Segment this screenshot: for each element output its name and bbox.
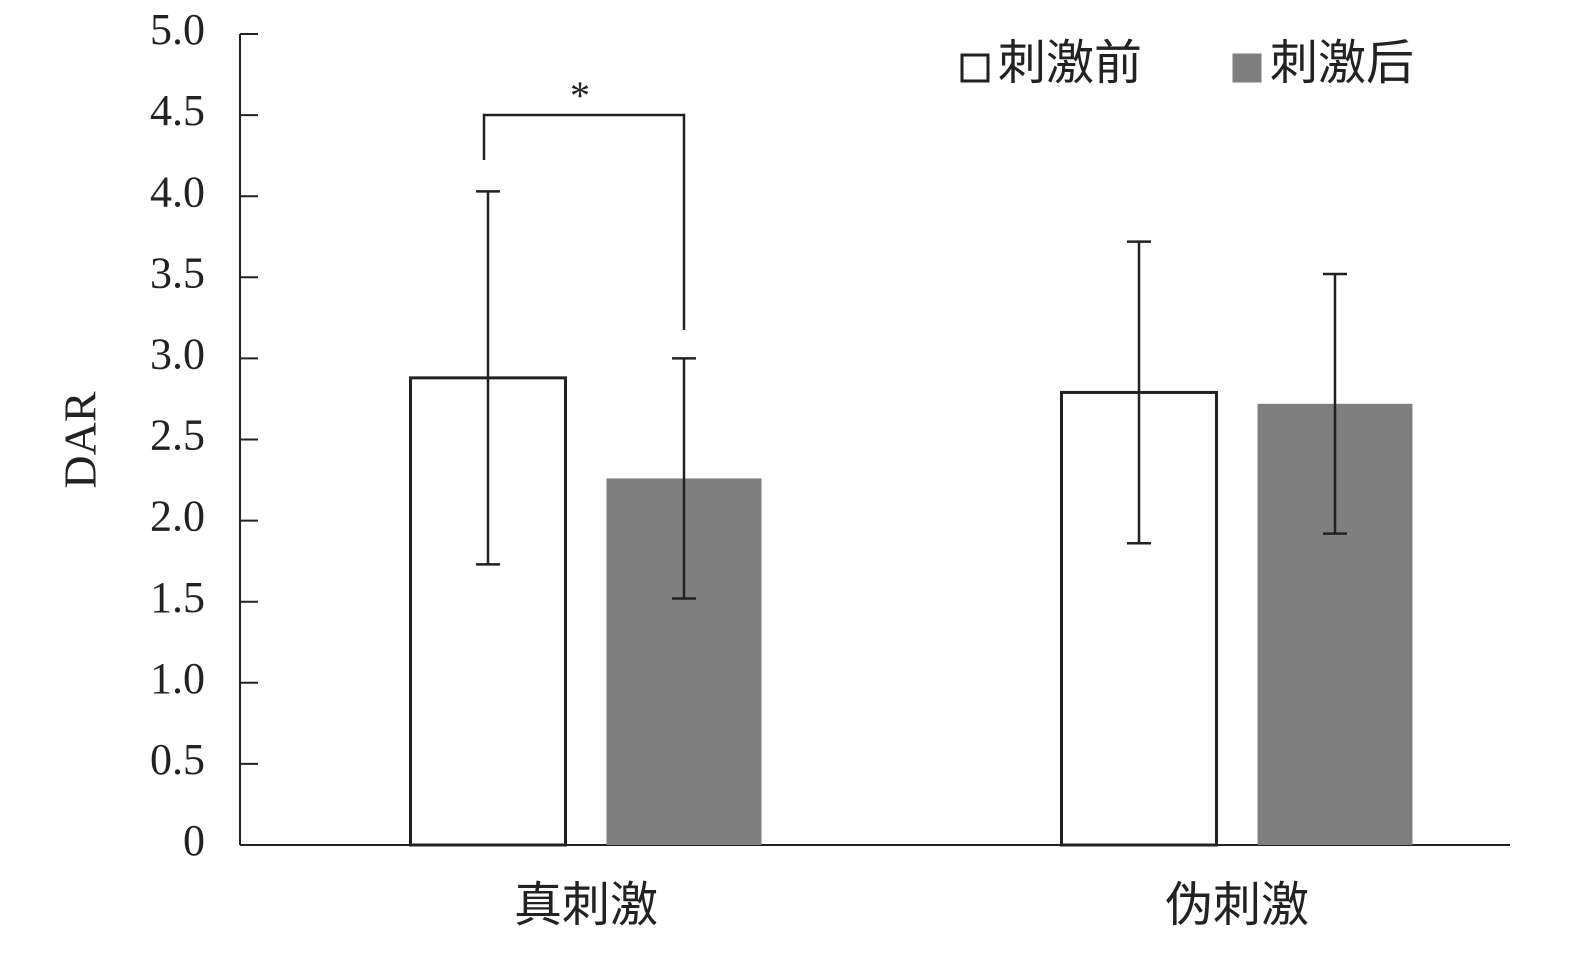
- y-tick-label: 4.5: [150, 86, 205, 135]
- y-tick-label: 3.0: [150, 329, 205, 378]
- significance-bracket: [482, 113, 686, 330]
- y-tick-label: 1.5: [150, 573, 205, 622]
- y-tick-label: 5.0: [150, 5, 205, 54]
- y-axis-label: DAR: [55, 391, 106, 488]
- annotation: *: [570, 73, 590, 118]
- legend-label: 刺激前: [998, 37, 1142, 90]
- y-tick-label: 0.5: [150, 735, 205, 784]
- y-tick-label: 3.5: [150, 248, 205, 297]
- y-tick-label: 2.5: [150, 411, 205, 460]
- y-tick-label: 2.0: [150, 492, 205, 541]
- y-tick-label: 4.0: [150, 167, 205, 216]
- legend-label: 刺激后: [1270, 37, 1414, 90]
- x-tick-label: 真刺激: [514, 879, 658, 932]
- y-tick-label: 0: [183, 816, 205, 865]
- y-tick-label: 1.0: [150, 654, 205, 703]
- legend-swatch: [1232, 53, 1262, 83]
- legend-swatch: [960, 53, 990, 83]
- x-tick-label: 伪刺激: [1165, 879, 1309, 932]
